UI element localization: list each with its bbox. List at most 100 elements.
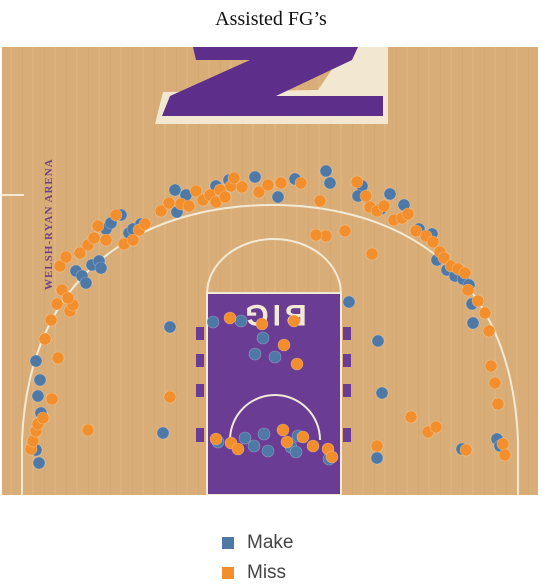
restricted-arc <box>229 394 321 441</box>
shot-point-make <box>323 176 337 190</box>
shot-point-miss <box>377 199 391 213</box>
shot-point-make <box>247 439 261 453</box>
shot-point-miss <box>365 247 379 261</box>
shot-point-miss <box>189 184 203 198</box>
court-top-logo <box>155 47 388 124</box>
shot-point-make <box>234 314 248 328</box>
shot-points <box>24 164 512 470</box>
shot-point-miss <box>370 439 384 453</box>
shot-point-miss <box>255 317 269 331</box>
shot-point-make <box>163 320 177 334</box>
shot-point-miss <box>182 199 196 213</box>
shot-point-make <box>238 431 252 445</box>
shot-point-miss <box>73 246 87 260</box>
shot-point-make <box>256 331 270 345</box>
shot-point-miss <box>276 423 290 437</box>
shot-point-miss <box>359 189 373 203</box>
shot-point-make <box>383 187 397 201</box>
shot-point-make <box>289 445 303 459</box>
shot-point-miss <box>458 266 472 280</box>
shot-point-make <box>271 190 285 204</box>
shot-point-miss <box>223 311 237 325</box>
shot-point-miss <box>491 397 505 411</box>
shot-point-miss <box>99 233 113 247</box>
shot-point-make <box>94 261 108 275</box>
shot-point-miss <box>309 228 323 242</box>
shot-point-miss <box>409 224 423 238</box>
shot-point-miss <box>277 338 291 352</box>
shot-point-miss <box>459 443 473 457</box>
legend-item-make: Make <box>222 528 293 558</box>
shot-point-make <box>168 183 182 197</box>
shot-point-miss <box>478 306 492 320</box>
shot-point-miss <box>109 208 123 222</box>
shot-point-make <box>33 373 47 387</box>
shot-point-miss <box>274 176 288 190</box>
shot-point-miss <box>496 437 510 451</box>
shot-point-miss <box>59 250 73 264</box>
shot-point-make <box>261 444 275 458</box>
shot-point-miss <box>484 359 498 373</box>
shot-point-miss <box>235 180 249 194</box>
shot-point-miss <box>461 283 475 297</box>
shot-point-miss <box>426 235 440 249</box>
shot-point-make <box>32 456 46 470</box>
shot-point-miss <box>227 171 241 185</box>
shot-point-miss <box>350 175 364 189</box>
shot-point-miss <box>91 219 105 233</box>
legend-swatch-make <box>222 537 234 549</box>
shot-point-miss <box>306 439 320 453</box>
shot-point-miss <box>209 432 223 446</box>
shot-point-make <box>257 427 271 441</box>
shot-point-miss <box>498 448 512 462</box>
shot-point-miss <box>296 430 310 444</box>
shot-point-make <box>319 164 333 178</box>
shot-point-miss <box>44 313 58 327</box>
shot-point-miss <box>38 332 52 346</box>
shot-point-miss <box>482 324 496 338</box>
shot-point-miss <box>488 376 502 390</box>
shot-point-miss <box>280 435 294 449</box>
shot-point-miss <box>163 390 177 404</box>
shot-point-make <box>248 170 262 184</box>
shot-point-make <box>375 386 389 400</box>
legend-swatch-miss <box>222 567 234 579</box>
shot-point-miss <box>50 297 64 311</box>
shot-point-miss <box>404 410 418 424</box>
shot-point-miss <box>154 204 168 218</box>
shot-point-miss <box>87 231 101 245</box>
shot-point-make <box>31 389 45 403</box>
shot-point-make <box>79 276 93 290</box>
shot-point-miss <box>252 185 266 199</box>
paint-area <box>206 292 342 495</box>
shot-point-make <box>248 347 262 361</box>
shot-point-miss <box>471 294 485 308</box>
chart-title: Assisted FG’s <box>215 8 327 30</box>
shot-point-miss <box>231 442 245 456</box>
shot-point-make <box>29 354 43 368</box>
shot-point-miss <box>81 423 95 437</box>
shot-point-miss <box>401 207 415 221</box>
shot-point-miss <box>290 357 304 371</box>
sideline-arena-text: WELSH-RYAN ARENA <box>43 158 55 290</box>
shot-point-miss <box>51 351 65 365</box>
shot-point-miss <box>218 190 232 204</box>
shot-point-make <box>206 315 220 329</box>
shot-point-miss <box>138 217 152 231</box>
shot-point-miss <box>287 314 301 328</box>
shot-point-make <box>370 451 384 465</box>
shot-point-miss <box>437 251 451 265</box>
shot-point-miss <box>325 450 339 464</box>
shot-point-miss <box>429 420 443 434</box>
free-throw-circle <box>206 238 342 295</box>
shot-point-make <box>156 426 170 440</box>
shot-point-miss <box>294 176 308 190</box>
legend: Make Miss <box>222 528 293 588</box>
shot-point-miss <box>53 259 67 273</box>
shot-point-miss <box>45 392 59 406</box>
shot-point-make <box>342 295 356 309</box>
shot-point-make <box>268 350 282 364</box>
legend-label-make: Make <box>247 532 294 553</box>
shot-point-miss <box>36 411 50 425</box>
